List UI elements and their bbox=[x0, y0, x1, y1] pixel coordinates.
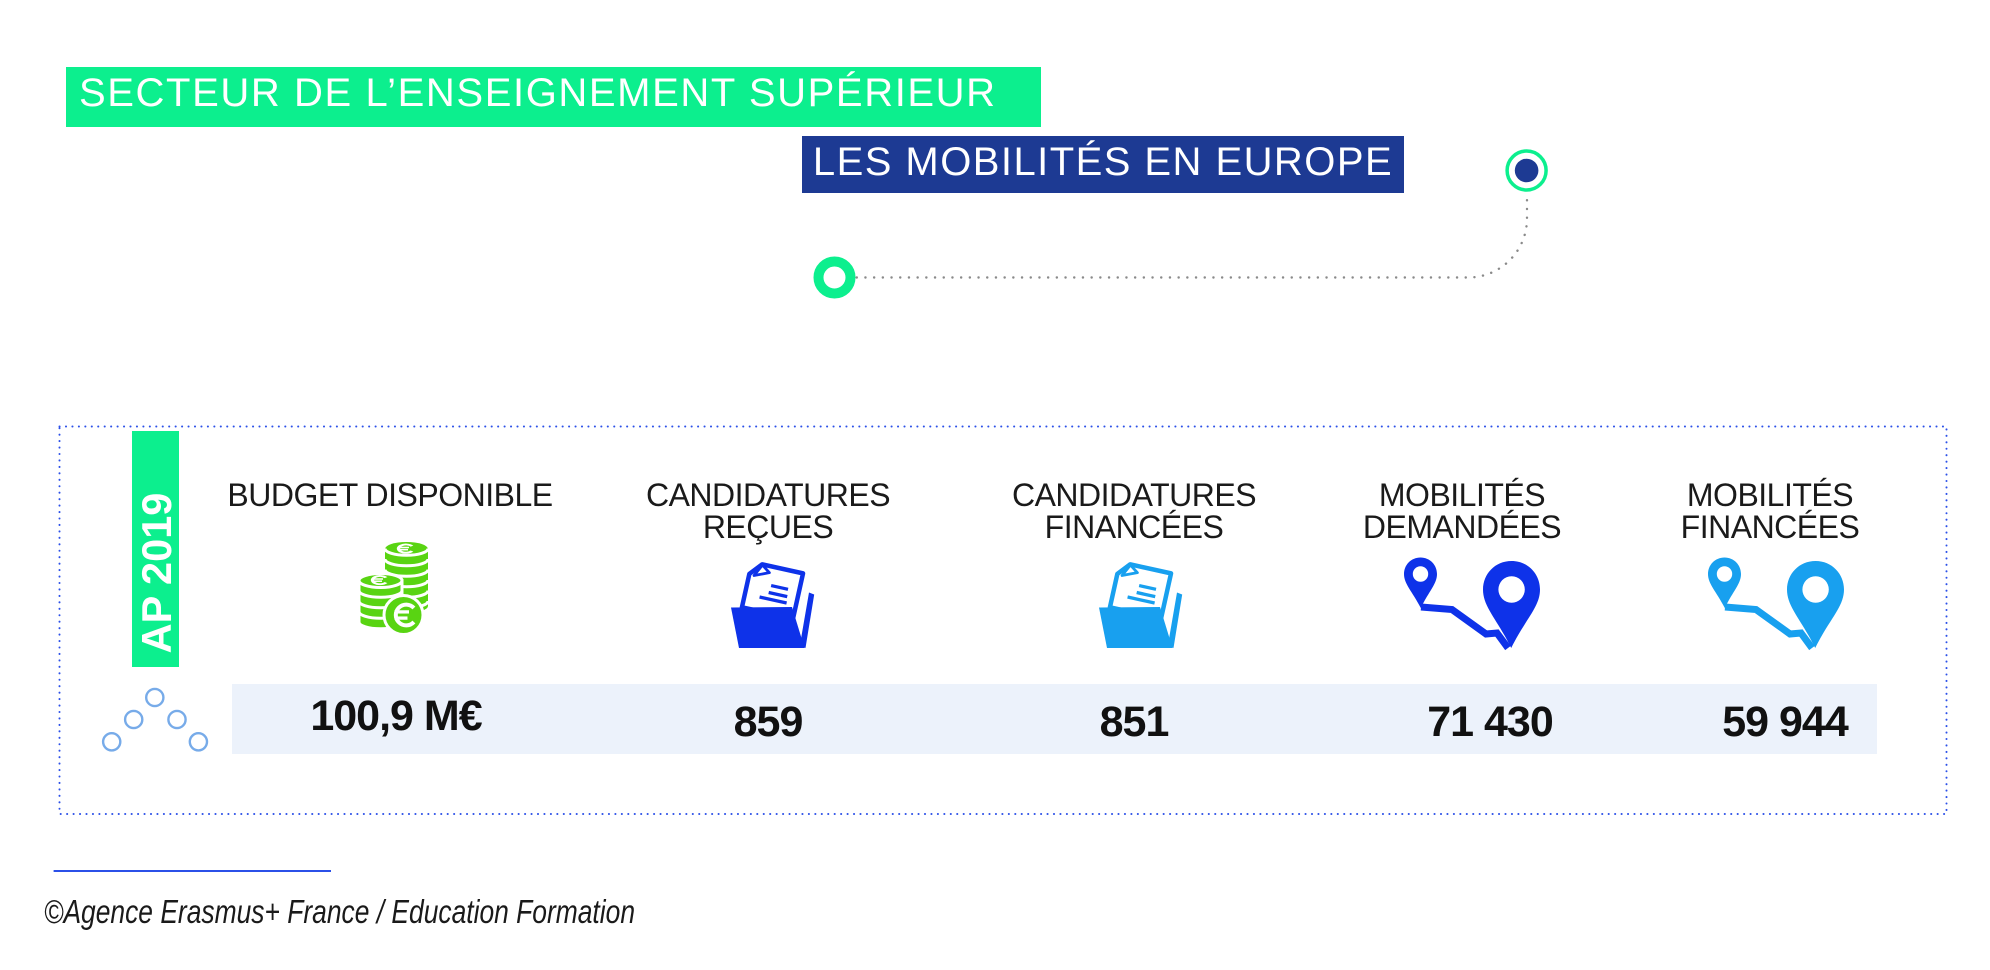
svg-text:AP 2019: AP 2019 bbox=[133, 493, 180, 654]
